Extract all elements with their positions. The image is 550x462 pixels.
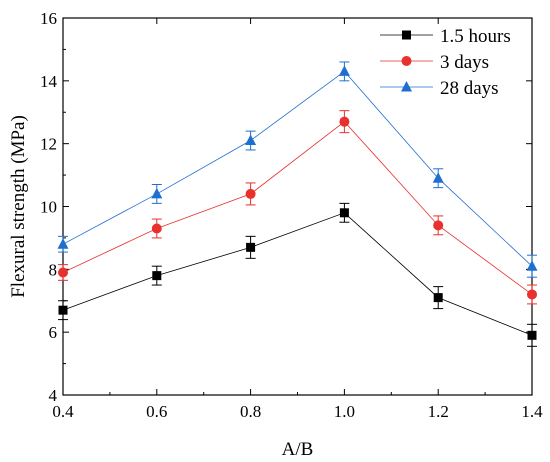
data-point <box>151 223 162 234</box>
x-tick-label: 0.4 <box>52 402 74 421</box>
data-point <box>58 267 68 278</box>
series-line <box>62 121 533 295</box>
legend-label: 1.5 hours <box>440 26 511 47</box>
series-0 <box>58 202 537 347</box>
data-point <box>245 188 256 199</box>
data-point <box>432 172 444 183</box>
legend-label: 28 days <box>440 78 499 99</box>
data-point <box>526 260 538 271</box>
y-tick-label: 6 <box>49 323 58 342</box>
y-axis-title: Flexural strength (MPa) <box>8 115 29 298</box>
series-line <box>62 212 533 336</box>
series-1 <box>58 110 537 305</box>
data-point <box>246 242 256 252</box>
data-point <box>433 220 444 231</box>
x-axis-title: A/B <box>282 439 314 460</box>
y-tick-label: 8 <box>49 260 58 279</box>
legend-item: 28 days <box>380 78 499 99</box>
legend-label: 3 days <box>440 52 489 73</box>
legend-marker <box>401 56 412 66</box>
y-tick-label: 16 <box>40 9 57 28</box>
y-tick-label: 4 <box>49 386 58 405</box>
series-line <box>62 70 533 267</box>
data-point <box>58 305 68 315</box>
x-tick-label: 1.2 <box>428 402 449 421</box>
data-point <box>245 134 257 146</box>
data-point <box>151 187 163 199</box>
data-point <box>527 330 537 340</box>
series-layer <box>57 61 538 347</box>
data-point <box>527 289 537 300</box>
axis-ticks: 0.4 0.6 0.8 1.0 1.2 1.4 4 6 8 10 12 14 16 <box>40 9 543 421</box>
data-point <box>57 238 69 249</box>
data-point <box>152 271 162 281</box>
legend-item: 1.5 hours <box>380 26 511 47</box>
x-tick-label: 1.4 <box>521 402 543 421</box>
legend-marker <box>402 30 411 40</box>
x-tick-label: 0.8 <box>240 402 261 421</box>
data-point <box>339 208 349 218</box>
y-tick-label: 14 <box>40 72 58 91</box>
data-point <box>339 116 350 127</box>
x-tick-label: 0.6 <box>146 402 167 421</box>
series-2 <box>57 61 538 278</box>
y-tick-label: 10 <box>40 198 57 217</box>
legend: 1.5 hours 3 days 28 days <box>380 26 511 99</box>
y-tick-label: 12 <box>40 135 57 154</box>
legend-item: 3 days <box>380 52 489 73</box>
data-point <box>338 65 350 76</box>
data-point <box>433 293 443 303</box>
legend-marker <box>401 81 412 92</box>
x-tick-label: 1.0 <box>334 402 355 421</box>
